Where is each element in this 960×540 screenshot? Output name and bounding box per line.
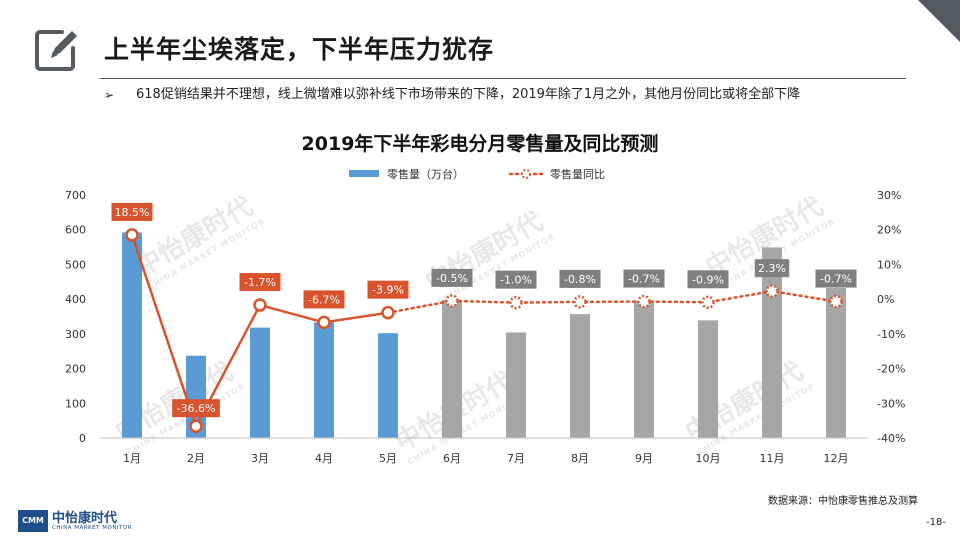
y-left-tick-label: 300 [65, 328, 86, 341]
yoy-data-label: -0.5% [436, 272, 468, 285]
yoy-line-forecast [386, 289, 838, 314]
yoy-data-label: -6.7% [308, 293, 340, 306]
yoy-point [701, 295, 715, 310]
legend-line-marker [521, 169, 531, 179]
bar [826, 288, 846, 438]
data-source: 数据来源：中怡康零售推总及测算 [768, 496, 918, 507]
logo-name: 中怡康时代 [52, 511, 118, 526]
yoy-data-label-box [111, 202, 153, 221]
y-left-tick-label: 200 [65, 363, 86, 376]
yoy-data-label: -1.0% [500, 274, 532, 287]
corner-decoration [918, 0, 960, 42]
y-right-tick-label: 10% [877, 258, 901, 271]
yoy-data-label: -0.9% [692, 273, 724, 286]
yoy-data-label-box [815, 269, 857, 288]
yoy-data-label-box [623, 269, 665, 288]
x-tick-label: 10月 [696, 452, 721, 465]
yoy-point [381, 305, 395, 320]
y-right-tick-label: -10% [877, 328, 905, 341]
yoy-data-label-box [367, 280, 409, 299]
x-tick-label: 9月 [635, 452, 653, 465]
yoy-point [829, 294, 843, 309]
yoy-data-label-box [754, 259, 790, 278]
bar [442, 299, 462, 438]
x-tick-label: 6月 [443, 452, 461, 465]
yoy-data-label-box [559, 269, 601, 288]
bar [122, 232, 142, 438]
yoy-data-label-box [495, 270, 537, 289]
yoy-data-label: -36.6% [177, 402, 216, 415]
x-tick-label: 7月 [507, 452, 525, 465]
y-right-tick-label: 20% [877, 224, 901, 237]
yoy-data-label: 2.3% [758, 262, 786, 275]
yoy-point [445, 294, 459, 308]
y-left-tick-label: 600 [65, 224, 86, 237]
x-tick-label: 3月 [251, 452, 269, 465]
yoy-data-label-box [172, 399, 220, 418]
yoy-data-label: -1.7% [244, 276, 276, 289]
yoy-point [317, 315, 331, 330]
bullet-arrow-icon: ➢ [104, 88, 115, 102]
yoy-data-label: -3.9% [372, 284, 404, 297]
logo: CMM 中怡康时代 CHINA MARKET MONITOR [18, 508, 168, 536]
bullet-point: ➢ 618促销结果并不理想，线上微增难以弥补线下市场带来的下降，2019年除了1… [104, 85, 922, 105]
y-left-tick-label: 700 [65, 189, 86, 202]
y-left-tick-label: 400 [65, 293, 86, 306]
x-tick-label: 12月 [824, 452, 849, 465]
x-tick-label: 5月 [379, 452, 397, 465]
bar [314, 322, 334, 438]
y-right-tick-label: -20% [877, 363, 905, 376]
logo-mark: CMM [18, 510, 48, 532]
page-number: -18- [926, 517, 946, 528]
edit-icon [35, 30, 77, 71]
x-tick-label: 1月 [123, 452, 141, 465]
yoy-point [509, 295, 523, 310]
yoy-point [637, 294, 651, 309]
legend-bar-swatch [349, 170, 379, 177]
yoy-point [125, 228, 139, 242]
y-right-tick-label: 30% [877, 189, 901, 202]
bullet-text: 618促销结果并不理想，线上微增难以弥补线下市场带来的下降，2019年除了1月之… [136, 87, 801, 102]
page-title: 上半年尘埃落定，下半年压力犹存 [104, 35, 495, 64]
y-right-tick-label: -40% [877, 432, 905, 445]
yoy-data-label: 18.5% [115, 206, 150, 219]
bar [570, 314, 590, 438]
logo-subtitle: CHINA MARKET MONITOR [52, 525, 133, 531]
yoy-point [573, 295, 587, 309]
legend-line-label: 零售量同比 [550, 167, 605, 181]
x-tick-label: 4月 [315, 452, 333, 465]
y-right-tick-label: -30% [877, 397, 905, 410]
y-left-tick-label: 500 [65, 258, 86, 271]
chart-title: 2019年下半年彩电分月零售量及同比预测 [301, 133, 659, 155]
legend-bar-label: 零售量（万台） [387, 167, 464, 181]
yoy-data-label-box [239, 273, 281, 292]
yoy-data-label: -0.8% [564, 273, 596, 286]
bar [506, 332, 526, 438]
x-tick-label: 11月 [760, 452, 785, 465]
bar [250, 327, 270, 438]
bar [698, 320, 718, 438]
yoy-data-label: -0.7% [820, 273, 852, 286]
yoy-data-label-box [687, 270, 729, 289]
yoy-point [253, 298, 267, 312]
y-left-tick-label: 100 [65, 397, 86, 410]
y-left-tick-label: 0 [79, 432, 86, 445]
y-right-tick-label: 0% [877, 293, 894, 306]
yoy-data-label-box [303, 290, 345, 309]
bar [634, 300, 654, 438]
x-tick-label: 8月 [571, 452, 589, 465]
yoy-point [189, 419, 203, 433]
x-tick-label: 2月 [187, 452, 205, 465]
title-divider [100, 78, 906, 79]
yoy-data-label-box [431, 268, 473, 287]
yoy-data-label: -0.7% [628, 273, 660, 286]
bar [378, 333, 398, 438]
yoy-point [765, 284, 779, 298]
